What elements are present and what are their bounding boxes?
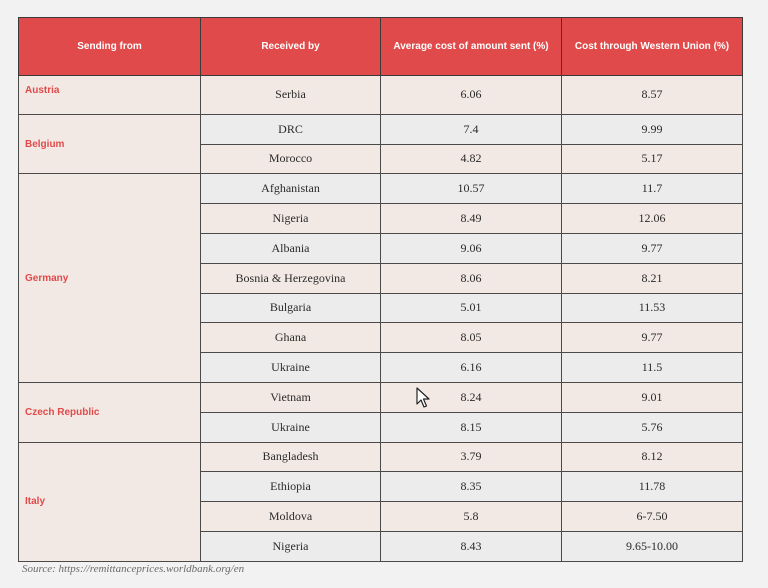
table-row: Germany Afghanistan 10.57 11.7 xyxy=(18,173,743,383)
sending-country-cell: Germany xyxy=(18,173,201,383)
average-cost-cell: 8.15 xyxy=(380,411,562,443)
western-union-cost-cell: 12.06 xyxy=(561,203,743,234)
average-cost-cell: 8.49 xyxy=(380,203,562,234)
western-union-cost-cell: 11.7 xyxy=(561,173,743,205)
western-union-cost-cell: 11.5 xyxy=(561,352,743,383)
arrow-cursor-icon xyxy=(416,387,430,408)
received-by-cell: Afghanistan xyxy=(200,173,381,205)
received-by-cell: Nigeria xyxy=(200,203,381,234)
western-union-cost-cell: 9.77 xyxy=(561,322,743,354)
average-cost-cell: 4.82 xyxy=(380,143,562,175)
header-average-cost: Average cost of amount sent (%) xyxy=(380,17,562,76)
table-row: Bosnia & Herzegovina 8.06 8.21 xyxy=(19,262,743,294)
average-cost-cell: 6.06 xyxy=(380,75,562,115)
average-cost-cell: 3.79 xyxy=(380,441,562,473)
western-union-cost-cell: 8.57 xyxy=(561,75,743,115)
average-cost-cell: 10.57 xyxy=(380,173,562,205)
table-row: Czech Republic Vietnam 8.24 9.01 xyxy=(18,381,743,443)
western-union-cost-cell: 5.76 xyxy=(561,411,743,443)
received-by-cell: DRC xyxy=(200,113,381,145)
received-by-cell: Vietnam xyxy=(200,381,381,413)
received-by-cell: Ethiopia xyxy=(200,471,381,503)
western-union-cost-cell: 8.12 xyxy=(561,441,743,473)
received-by-cell: Serbia xyxy=(200,75,381,115)
average-cost-cell: 7.4 xyxy=(380,113,562,145)
western-union-cost-cell: 11.53 xyxy=(561,292,743,324)
western-union-cost-cell: 9.65-10.00 xyxy=(561,530,743,562)
received-by-cell: Bangladesh xyxy=(200,441,381,473)
table-row: Bulgaria 5.01 11.53 xyxy=(19,292,743,324)
received-by-cell: Morocco xyxy=(200,143,381,175)
table-row: Nigeria 8.43 9.65-10.00 xyxy=(19,530,743,562)
average-cost-cell: 5.01 xyxy=(380,292,562,324)
table-row: Albania 9.06 9.77 xyxy=(19,232,743,264)
received-by-cell: Ghana xyxy=(200,322,381,354)
table-row: Belgium DRC 7.4 9.99 xyxy=(18,113,743,175)
western-union-cost-cell: 6-7.50 xyxy=(561,501,743,532)
table-row: Ukraine 6.16 11.5 xyxy=(19,352,743,383)
received-by-cell: Bosnia & Herzegovina xyxy=(200,262,381,294)
average-cost-cell: 8.43 xyxy=(380,530,562,562)
received-by-cell: Albania xyxy=(200,232,381,264)
western-union-cost-cell: 5.17 xyxy=(561,143,743,175)
average-cost-cell: 8.35 xyxy=(380,471,562,503)
western-union-cost-cell: 8.21 xyxy=(561,262,743,294)
average-cost-cell: 6.16 xyxy=(380,352,562,383)
received-by-cell: Ukraine xyxy=(200,411,381,443)
western-union-cost-cell: 9.99 xyxy=(561,113,743,145)
sending-country-cell: Belgium xyxy=(18,113,201,175)
western-union-cost-cell: 9.77 xyxy=(561,232,743,264)
average-cost-cell: 8.06 xyxy=(380,262,562,294)
received-by-cell: Moldova xyxy=(200,501,381,532)
average-cost-cell: 9.06 xyxy=(380,232,562,264)
average-cost-cell: 5.8 xyxy=(380,501,562,532)
header-row: Sending from Received by Average cost of… xyxy=(18,17,743,76)
received-by-cell: Bulgaria xyxy=(200,292,381,324)
received-by-cell: Ukraine xyxy=(200,352,381,383)
table-row: Morocco 4.82 5.17 xyxy=(19,143,743,175)
sending-country-cell: Austria xyxy=(18,75,201,115)
table-row: Austria Serbia 6.06 8.57 xyxy=(18,75,743,115)
average-cost-cell: 8.05 xyxy=(380,322,562,354)
sending-country-cell: Czech Republic xyxy=(18,381,201,443)
table-row: Italy Bangladesh 3.79 8.12 xyxy=(18,441,743,562)
table-body: Austria Serbia 6.06 8.57 Belgium DRC 7.4 9.99 Mo… xyxy=(18,75,743,562)
average-cost-cell: 8.24 xyxy=(380,381,562,413)
received-by-cell: Nigeria xyxy=(200,530,381,562)
source-caption: Source: https://remittanceprices.worldba… xyxy=(22,563,245,575)
header-western-union-cost: Cost through Western Union (%) xyxy=(561,17,743,76)
western-union-cost-cell: 11.78 xyxy=(561,471,743,503)
header-received-by: Received by xyxy=(200,17,381,76)
table-header: Sending from Received by Average cost of… xyxy=(18,17,743,76)
remittance-cost-table: Sending from Received by Average cost of… xyxy=(18,17,743,562)
western-union-cost-cell: 9.01 xyxy=(561,381,743,413)
table-row: Ghana 8.05 9.77 xyxy=(19,322,743,354)
sending-country-cell: Italy xyxy=(18,441,201,562)
header-sending-from: Sending from xyxy=(18,17,201,76)
